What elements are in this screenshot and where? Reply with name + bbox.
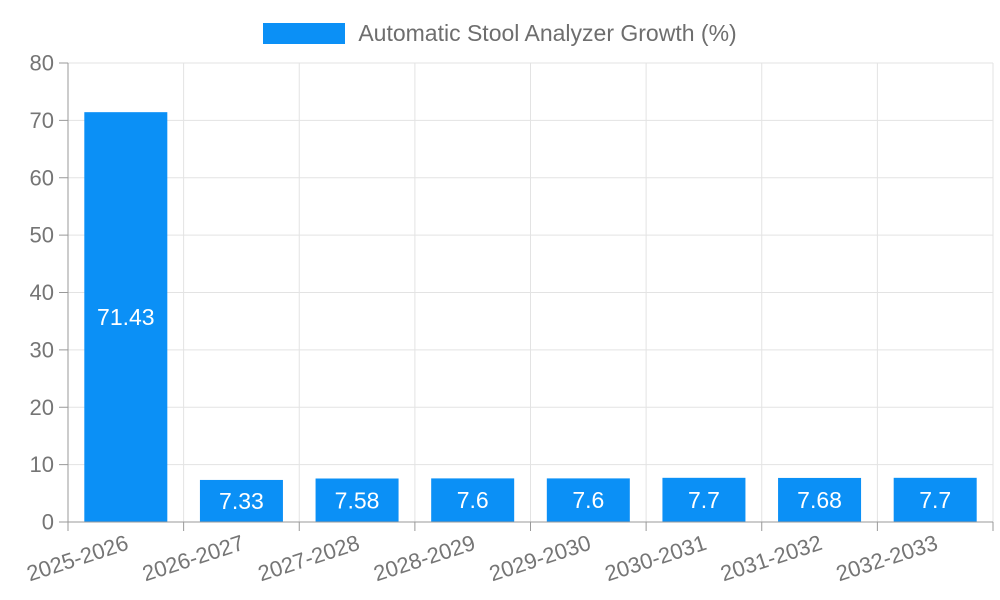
bar-value-label: 7.7	[688, 487, 720, 513]
bar-2027-2028[interactable]	[315, 478, 399, 522]
legend[interactable]: Automatic Stool Analyzer Growth (%)	[0, 20, 1000, 46]
bar-2025-2026[interactable]	[84, 112, 168, 522]
y-tick-label: 50	[30, 223, 54, 248]
x-tick-label: 2025-2026	[24, 530, 132, 586]
bar-value-label: 7.6	[457, 487, 489, 513]
x-tick-label: 2031-2032	[717, 530, 825, 586]
bar-value-label: 7.7	[919, 487, 951, 513]
y-tick-label: 40	[30, 280, 54, 305]
x-tick-label: 2027-2028	[255, 530, 363, 586]
bar-value-label: 7.68	[797, 487, 842, 513]
legend-swatch-icon[interactable]	[263, 22, 346, 44]
y-tick-label: 10	[30, 452, 54, 477]
x-tick-label: 2029-2030	[486, 530, 594, 586]
bar-2032-2033[interactable]	[893, 477, 977, 522]
x-tick-label: 2028-2029	[370, 530, 478, 586]
x-tick-label: 2030-2031	[602, 530, 710, 586]
bar-value-label: 71.43	[97, 304, 155, 330]
x-tick-label: 2032-2033	[833, 530, 941, 586]
bar-value-label: 7.58	[335, 487, 380, 513]
legend-label[interactable]: Automatic Stool Analyzer Growth (%)	[358, 20, 737, 46]
bar-2030-2031[interactable]	[662, 477, 746, 522]
bar-2028-2029[interactable]	[431, 478, 515, 522]
bar-2026-2027[interactable]	[199, 479, 283, 522]
y-tick-label: 70	[30, 108, 54, 133]
x-tick-label: 2026-2027	[139, 530, 247, 586]
y-tick-label: 60	[30, 165, 54, 190]
y-tick-label: 0	[42, 510, 54, 535]
y-tick-label: 30	[30, 337, 54, 362]
bar-2029-2030[interactable]	[546, 478, 630, 522]
bar-2031-2032[interactable]	[778, 477, 862, 522]
y-tick-label: 80	[30, 51, 54, 76]
y-tick-label: 20	[30, 395, 54, 420]
bar-value-label: 7.33	[219, 488, 264, 514]
bar-value-label: 7.6	[572, 487, 604, 513]
